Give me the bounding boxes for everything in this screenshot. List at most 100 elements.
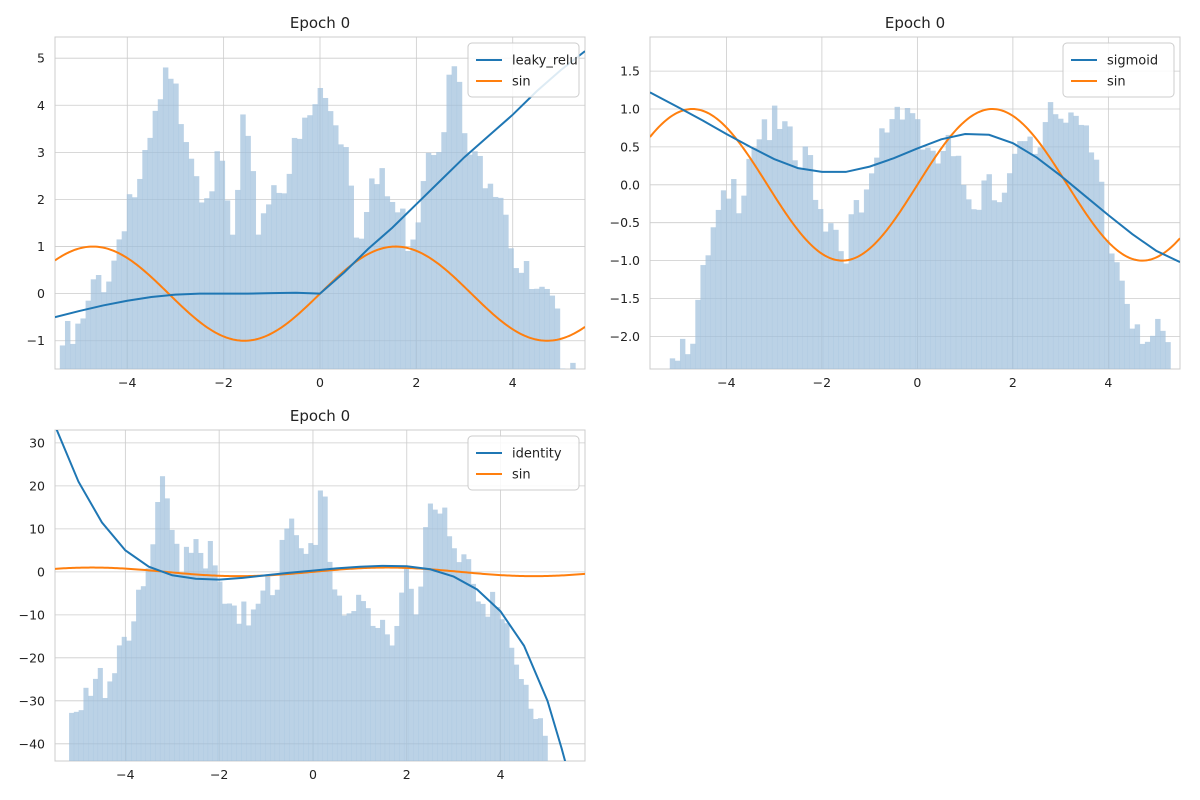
histogram-bar [843,263,849,369]
histogram-bar [174,543,180,761]
y-tick-label: −0.5 [610,215,640,230]
histogram-bar [204,198,210,369]
histogram-bar [1098,181,1105,369]
histogram-bar [298,548,304,761]
histogram-bar [97,667,103,761]
histogram-bar [731,179,737,369]
histogram-bar [477,155,483,369]
histogram-bar [162,67,169,369]
histogram-bar [1063,122,1069,369]
histogram-bar [95,275,102,369]
histogram-bar [1119,280,1125,369]
histogram-bar [685,354,691,369]
legend-label: sigmoid [1107,54,1158,69]
y-tick-label: 0.5 [620,139,640,154]
histogram-bar [823,231,829,369]
histogram [669,102,1171,369]
histogram-bar [894,106,900,369]
histogram-bar [976,209,982,369]
x-tick-label: −2 [214,375,232,390]
histogram-bar [945,134,952,369]
histogram-bar [1032,153,1038,369]
x-tick-label: −4 [116,767,134,782]
histogram-bar [270,595,276,761]
histogram-bar [710,227,717,369]
histogram-bar [1150,335,1156,369]
y-tick-label: −1.5 [610,291,640,306]
histogram-bar [271,185,277,369]
histogram-bar [432,509,438,761]
plot-content [55,430,585,761]
histogram-bar [528,289,535,369]
histogram-bar [78,710,84,761]
y-tick-label: −10 [19,607,45,622]
histogram-bar [214,151,220,369]
histogram-bar [513,664,520,761]
x-tick-label: 2 [1009,375,1017,390]
histogram-bar [725,198,732,369]
histogram-bar [436,152,442,369]
histogram-bar [485,616,491,761]
histogram-bar [140,586,146,761]
histogram-bar [312,104,318,369]
histogram-bar [544,288,550,369]
histogram-bar [193,176,200,369]
histogram-bar [145,568,151,761]
y-tick-label: 1 [37,239,45,254]
histogram-bar [1047,102,1054,369]
x-tick-label: 4 [497,767,505,782]
histogram-bar [307,115,313,369]
histogram-bar [365,608,371,761]
histogram-bar [899,119,906,369]
histogram-bar [1088,152,1095,369]
histogram-bar [159,476,166,761]
histogram-bar [503,214,509,369]
histogram-bar [106,281,112,369]
histogram-bar [241,601,247,761]
histogram-bar [494,607,500,761]
histogram-bar [150,544,156,761]
histogram-bar [358,238,365,369]
histogram-bar [403,567,410,761]
plot-title: Epoch 0 [290,407,350,425]
histogram-bar [217,581,223,761]
histogram-bar [720,190,727,369]
histogram-bar [246,625,252,761]
histogram-bar [996,202,1003,369]
histogram-bar [222,603,228,761]
histogram-bar [351,611,357,761]
leaky_relu-series-line [55,50,585,319]
histogram-bar [157,99,164,369]
histogram-bar [518,272,525,369]
histogram-bar [317,88,324,369]
histogram-bar [981,180,987,369]
histogram-bar [940,150,946,369]
histogram-bar [838,251,844,369]
x-tick-label: 0 [309,767,317,782]
histogram-bar [281,193,287,369]
histogram-bar [370,625,376,761]
y-tick-label: 1.5 [620,64,640,79]
histogram-bar [399,592,405,761]
histogram-bar [322,97,329,369]
histogram-bar [549,295,556,369]
histogram-bar [332,589,338,761]
histogram-bar [70,343,76,369]
histogram-bar [380,619,386,761]
histogram-bar [173,83,179,369]
subplot-sigmoid: −4 −2 0 2 4 −2.0 −1.5 −1.0 −0.5 0.0 0.5 1.0 1.5 Epoch… [610,14,1181,390]
histogram-bar [88,695,94,761]
histogram-bar [126,194,133,369]
histogram-bar [705,255,711,369]
y-tick-label: −2.0 [610,329,640,344]
histogram-bar [674,360,681,369]
histogram-bar [384,634,390,761]
histogram-bar [400,208,406,369]
histogram-bar [817,209,824,369]
histogram-bar [456,562,462,761]
histogram-bar [1093,159,1100,369]
histogram-bar [446,74,452,369]
histogram-bar [991,200,998,369]
histogram-bar [930,150,936,369]
